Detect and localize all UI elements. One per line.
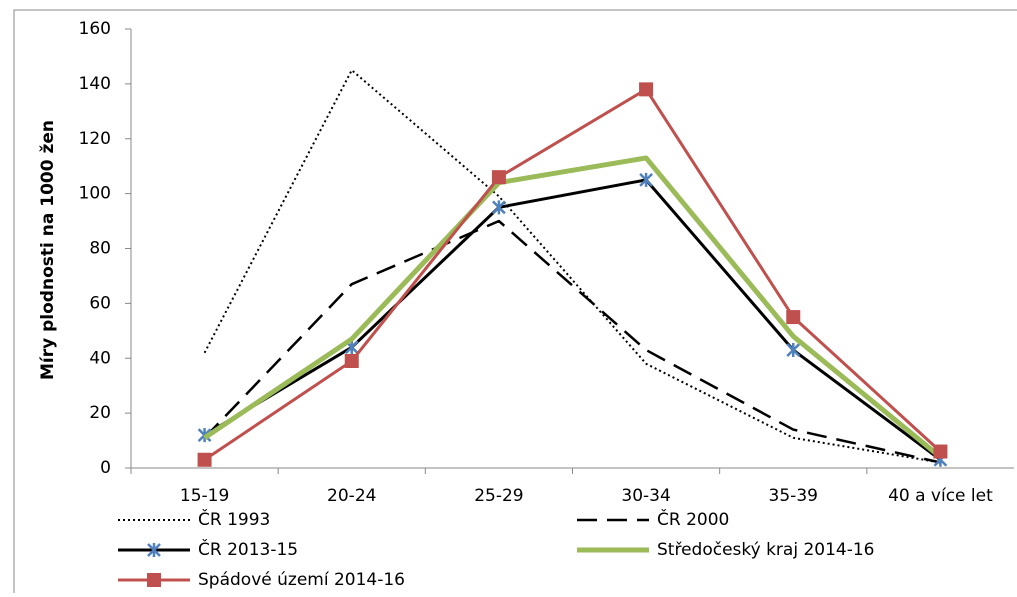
legend-label: Středočeský kraj 2014-16 [657, 540, 875, 560]
y-tick-label: 80 [89, 239, 111, 259]
data-point [639, 172, 653, 187]
y-tick-label: 60 [89, 293, 111, 313]
y-tick-label: 140 [79, 74, 111, 94]
legend-label: ČR 2013-15 [198, 538, 298, 560]
data-point [786, 310, 801, 325]
x-tick-label: 15-19 [180, 486, 229, 506]
y-tick-label: 20 [89, 403, 111, 423]
x-tick-label: 40 a více let [888, 486, 993, 506]
y-tick-label: 120 [79, 129, 111, 149]
series-line [203, 87, 942, 462]
data-point [786, 343, 801, 358]
series-line [203, 155, 943, 459]
data-point [344, 353, 359, 368]
y-tick-label: 100 [79, 184, 111, 204]
x-tick-label: 35-39 [769, 486, 818, 506]
series-line [203, 219, 941, 464]
x-tick-label: 20-24 [327, 486, 376, 506]
chart-border [13, 9, 1017, 597]
x-tick-label: 25-29 [474, 486, 523, 506]
x-tick-label: 30-34 [621, 486, 670, 506]
series-line [203, 178, 942, 461]
legend-marker [147, 573, 161, 587]
y-tick-label: 160 [79, 19, 111, 39]
data-point [492, 200, 506, 215]
legend-label: ČR 1993 [198, 508, 270, 530]
data-point [491, 170, 506, 185]
legend-label: ČR 2000 [657, 508, 729, 530]
legend-marker [147, 543, 161, 557]
data-point [197, 452, 212, 467]
data-point [639, 82, 654, 97]
y-axis-label: Míry plodnosti na 1000 žen [38, 120, 58, 380]
y-tick-label: 40 [89, 348, 111, 368]
legend-label: Spádové území 2014-16 [198, 570, 405, 590]
data-point [933, 444, 948, 459]
y-tick-label: 0 [100, 458, 111, 478]
series-line [203, 69, 941, 464]
